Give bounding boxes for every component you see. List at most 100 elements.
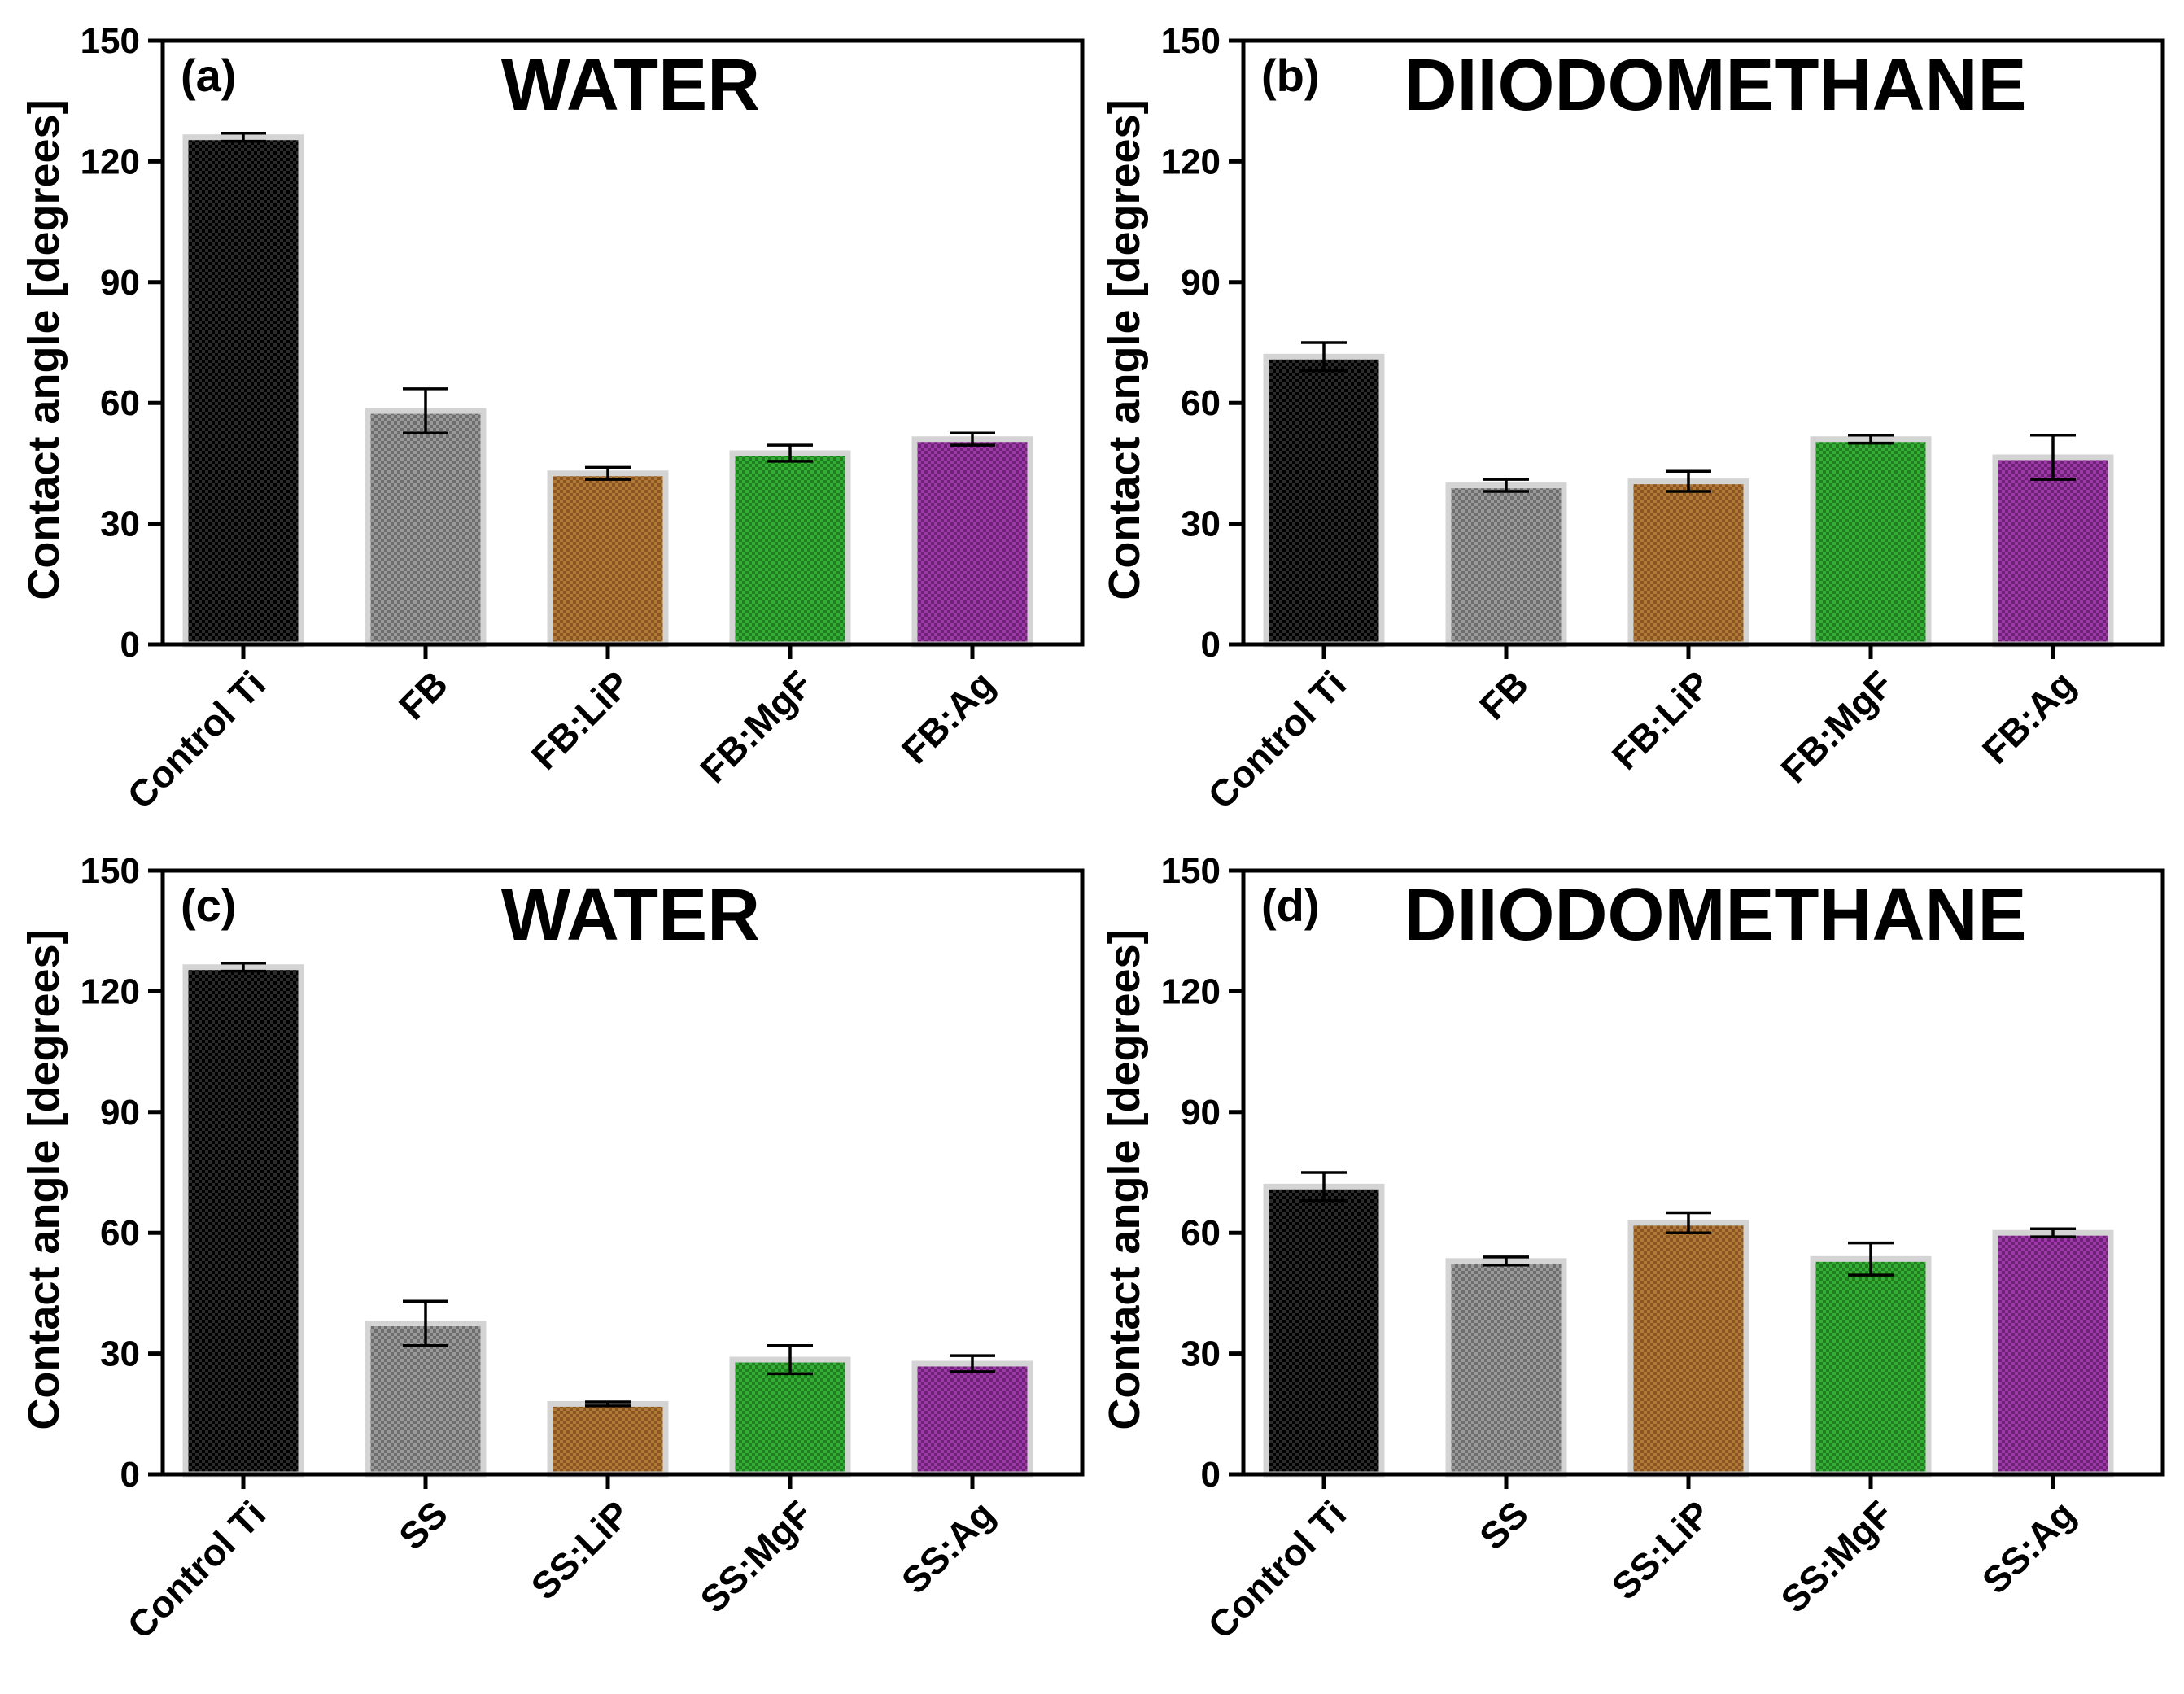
panel-title: WATER <box>501 875 760 956</box>
y-tick-label: 0 <box>1201 1455 1221 1495</box>
y-tick-label: 90 <box>100 1093 140 1133</box>
y-tick-label: 150 <box>81 851 140 891</box>
x-tick-label: SS <box>391 1492 456 1557</box>
y-tick-label: 120 <box>1161 142 1221 181</box>
x-tick-label: Control Ti <box>1199 1492 1354 1647</box>
x-tick-label: Control Ti <box>1199 662 1354 817</box>
x-tick-label: FB:MgF <box>1772 662 1901 791</box>
error-bar <box>585 1400 631 1408</box>
bar <box>1263 1183 1385 1478</box>
x-tick-label: FB <box>391 662 456 727</box>
x-tick-label: FB:LiP <box>1604 662 1719 778</box>
y-tick-label: 90 <box>100 263 140 303</box>
bar <box>911 1360 1033 1478</box>
bar <box>911 436 1033 648</box>
x-tick-label: SS:LiP <box>1603 1492 1719 1608</box>
plot-frame <box>1241 868 2165 1477</box>
error-bar <box>1301 341 1347 373</box>
x-tick-label: SS:Ag <box>893 1492 1002 1601</box>
error-bar <box>403 387 448 435</box>
bar <box>1627 1220 1749 1478</box>
axis-ticks <box>148 38 975 659</box>
plot-area: (c) WATER <box>148 868 1085 1489</box>
y-tick-labels: 0 30 60 90 120 150 <box>81 851 140 1495</box>
x-tick-labels: Control Ti FB FB:LiP FB:MgF FB:Ag <box>1199 662 2083 817</box>
bar <box>1263 353 1385 648</box>
panel-title: DIIODOMETHANE <box>1404 45 2027 126</box>
axis-ticks <box>1229 868 2055 1489</box>
panel-tag: (c) <box>181 880 236 931</box>
y-tick-label: 30 <box>100 504 140 544</box>
plot-frame <box>1241 38 2165 647</box>
y-axis-label: Contact angle [degrees] <box>1100 929 1149 1430</box>
y-tick-labels: 0 30 60 90 120 150 <box>1161 851 1221 1495</box>
bar <box>1445 1258 1567 1478</box>
x-tick-label: Control Ti <box>119 662 273 817</box>
x-tick-label: SS:MgF <box>692 1492 820 1621</box>
bar <box>547 470 669 648</box>
error-bar <box>1301 1171 1347 1203</box>
y-tick-label: 0 <box>120 1455 140 1495</box>
error-bar <box>221 962 266 973</box>
y-tick-label: 120 <box>1161 971 1221 1011</box>
y-tick-label: 120 <box>81 142 140 181</box>
y-tick-label: 90 <box>1181 263 1221 303</box>
y-axis-label: Contact angle [degrees] <box>20 99 68 600</box>
panel-tag: (a) <box>181 50 236 101</box>
bar <box>1992 454 2114 648</box>
panel-b: Contact angle [degrees] 0 30 60 90 120 150 (b… <box>1100 21 2165 817</box>
error-bar <box>403 1299 448 1347</box>
x-tick-label: SS:MgF <box>1772 1492 1901 1621</box>
error-bar <box>2030 1227 2076 1238</box>
panel-title: DIIODOMETHANE <box>1404 875 2027 956</box>
y-tick-label: 120 <box>81 971 140 1011</box>
bars <box>1263 341 2114 648</box>
plot-frame <box>160 868 1085 1477</box>
y-tick-label: 150 <box>81 21 140 61</box>
error-bar <box>767 1343 813 1376</box>
error-bar <box>1483 478 1529 493</box>
y-tick-label: 150 <box>1161 21 1221 61</box>
bar <box>1810 436 1932 648</box>
y-tick-labels: 0 30 60 90 120 150 <box>1161 21 1221 665</box>
bar <box>729 450 851 648</box>
plot-area: (a) WATER <box>148 38 1085 659</box>
axis-ticks <box>148 868 975 1489</box>
x-tick-label: FB:Ag <box>1974 662 2083 771</box>
bar <box>1992 1229 2114 1478</box>
bar <box>547 1400 669 1478</box>
error-bar <box>767 443 813 463</box>
axis-ticks <box>1229 38 2055 659</box>
plot-area: (b) DIIODOMETHANE <box>1229 38 2165 659</box>
error-bar <box>1848 1241 1894 1277</box>
y-tick-labels: 0 30 60 90 120 150 <box>81 21 140 665</box>
panel-a: Contact angle [degrees] 0 30 60 90 120 150 (a… <box>20 21 1085 817</box>
y-tick-label: 0 <box>120 625 140 665</box>
bar <box>1627 478 1749 648</box>
bars <box>182 132 1033 648</box>
x-tick-labels: Control Ti FB FB:LiP FB:MgF FB:Ag <box>119 662 1002 817</box>
y-tick-label: 30 <box>1181 504 1221 544</box>
error-bar <box>1483 1255 1529 1267</box>
y-tick-label: 60 <box>100 1213 140 1253</box>
x-tick-label: FB:Ag <box>893 662 1002 771</box>
error-bar <box>950 431 995 447</box>
x-tick-label: FB:MgF <box>692 662 820 791</box>
y-tick-label: 60 <box>1181 1213 1221 1253</box>
x-tick-labels: Control Ti SS SS:LiP SS:MgF SS:Ag <box>119 1492 1002 1647</box>
error-bar <box>2030 434 2076 481</box>
plot-area: (d) DIIODOMETHANE <box>1229 868 2165 1489</box>
bar <box>365 1321 487 1478</box>
x-tick-label: SS:Ag <box>1974 1492 2083 1601</box>
x-tick-label: FB:LiP <box>523 662 639 778</box>
x-tick-label: SS <box>1471 1492 1536 1557</box>
y-tick-label: 90 <box>1181 1093 1221 1133</box>
panel-tag: (b) <box>1261 50 1320 101</box>
y-tick-label: 60 <box>100 383 140 423</box>
y-axis-label: Contact angle [degrees] <box>1100 99 1149 600</box>
panel-c: Contact angle [degrees] 0 30 60 90 120 150 (c… <box>20 851 1085 1647</box>
plot-frame <box>160 38 1085 647</box>
bar <box>729 1356 851 1478</box>
x-tick-label: Control Ti <box>119 1492 273 1647</box>
